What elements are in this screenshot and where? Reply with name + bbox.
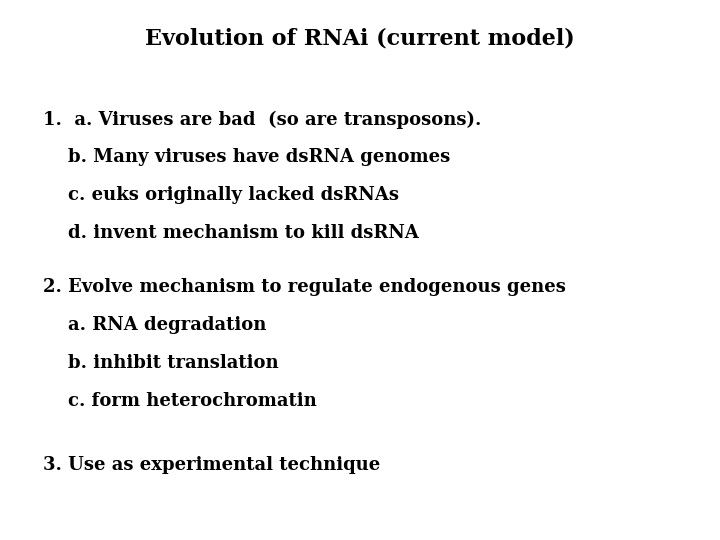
- Text: 2. Evolve mechanism to regulate endogenous genes: 2. Evolve mechanism to regulate endogeno…: [43, 278, 566, 296]
- Text: 1.  a. Viruses are bad  (so are transposons).: 1. a. Viruses are bad (so are transposon…: [43, 111, 482, 129]
- Text: c. form heterochromatin: c. form heterochromatin: [43, 392, 317, 409]
- Text: b. Many viruses have dsRNA genomes: b. Many viruses have dsRNA genomes: [43, 148, 451, 166]
- Text: d. invent mechanism to kill dsRNA: d. invent mechanism to kill dsRNA: [43, 224, 419, 242]
- Text: 3. Use as experimental technique: 3. Use as experimental technique: [43, 456, 380, 474]
- Text: b. inhibit translation: b. inhibit translation: [43, 354, 279, 372]
- Text: Evolution of RNAi (current model): Evolution of RNAi (current model): [145, 27, 575, 49]
- Text: a. RNA degradation: a. RNA degradation: [43, 316, 266, 334]
- Text: c. euks originally lacked dsRNAs: c. euks originally lacked dsRNAs: [43, 186, 399, 204]
